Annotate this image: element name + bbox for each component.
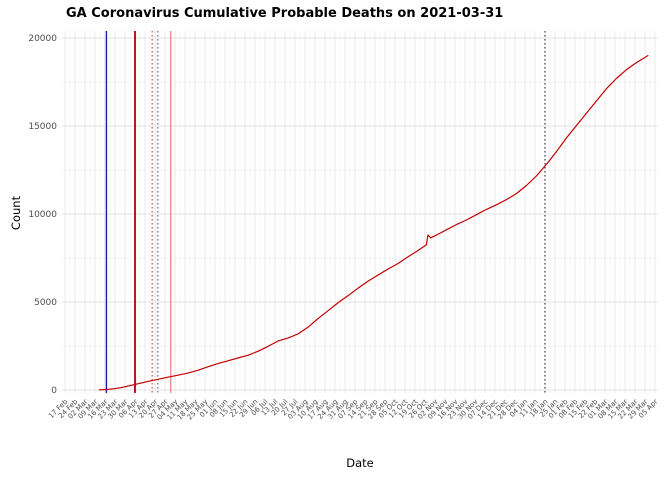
y-tick-label: 0	[51, 386, 57, 396]
deaths-line	[98, 54, 649, 391]
y-axis-label: Count	[9, 195, 23, 231]
x-axis-label: Date	[346, 456, 374, 470]
y-tick-label: 10000	[28, 210, 57, 220]
y-tick-label: 15000	[28, 122, 57, 132]
chart-title: GA Coronavirus Cumulative Probable Death…	[66, 6, 504, 21]
y-tick-label: 5000	[34, 298, 57, 308]
y-tick-label: 20000	[28, 34, 57, 44]
